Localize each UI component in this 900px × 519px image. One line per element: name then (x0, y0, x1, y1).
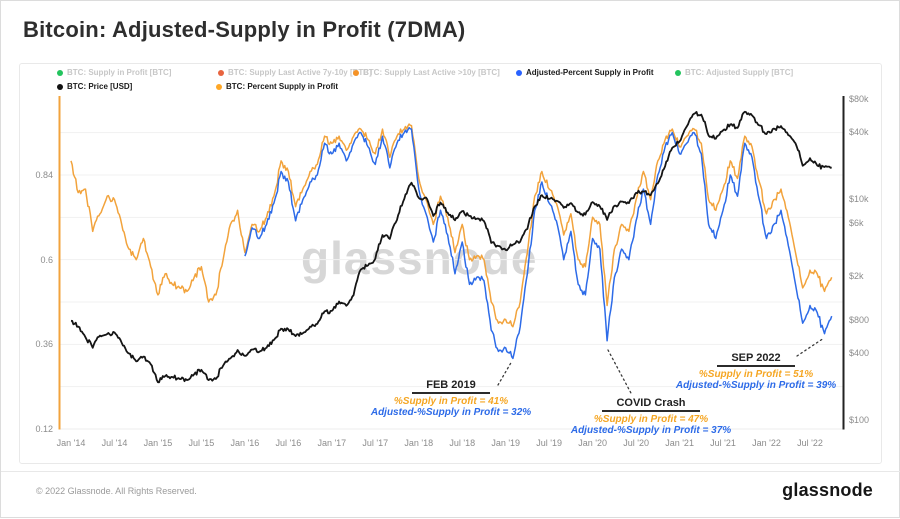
x-axis-tick: Jan '22 (752, 438, 781, 448)
x-axis-tick: Jan '18 (404, 438, 434, 448)
annotation-title: COVID Crash (602, 397, 700, 412)
annotation-feb-2019: FEB 2019 %Supply in Profit = 41% Adjuste… (339, 375, 563, 418)
x-axis-tick: Jul '17 (362, 438, 389, 448)
x-axis-tick: Jan '16 (230, 438, 260, 448)
page-title: Bitcoin: Adjusted-Supply in Profit (7DMA… (23, 17, 466, 42)
series-price-line (70, 110, 832, 384)
series-adjusted-percent-line (244, 126, 833, 360)
footer-divider (1, 471, 900, 472)
annotation-connector (497, 360, 513, 386)
chart-card (19, 63, 882, 464)
legend-dot-icon (218, 69, 224, 76)
left-axis-tick: 0.12 (35, 424, 53, 434)
legend-label: BTC: Adjusted Supply [BTC] (685, 68, 794, 77)
x-axis-tick: Jan '17 (317, 438, 347, 448)
x-axis-tick: Jan '15 (143, 438, 173, 448)
legend-item[interactable]: BTC: Supply in Profit [BTC] (57, 68, 171, 77)
right-axis-tick: $2k (849, 271, 864, 282)
right-axis-tick: $40k (849, 127, 869, 138)
legend-item[interactable]: BTC: Price [USD] (57, 82, 132, 91)
right-axis-tick: $100 (849, 415, 870, 426)
right-axis-tick: $80k (849, 93, 869, 104)
annotation-supply-value: %Supply in Profit = 47% (593, 414, 709, 425)
right-axis-tick: $6k (849, 218, 864, 229)
x-axis-tick: Jan '19 (491, 438, 521, 448)
annotation-adjusted-value: Adjusted-%Supply in Profit = 39% (675, 380, 837, 391)
x-axis-tick: Jul '14 (101, 438, 128, 448)
annotation-sep-2022: SEP 2022 %Supply in Profit = 51% Adjuste… (644, 348, 868, 391)
x-axis-tick: Jul '18 (449, 438, 476, 448)
legend-dot-icon (216, 83, 222, 90)
x-axis-tick: Jul '19 (536, 438, 563, 448)
legend-item[interactable]: BTC: Supply Last Active >10y [BTC] (353, 68, 500, 77)
annotation-title: FEB 2019 (412, 379, 490, 394)
left-axis-tick: 0.36 (35, 339, 53, 350)
annotation-title: SEP 2022 (717, 352, 795, 367)
x-axis-tick: Jul '22 (797, 438, 823, 448)
left-axis-tick: 0.6 (40, 254, 53, 265)
legend-label: BTC: Supply Last Active 7y-10y [BTC] (228, 68, 372, 77)
right-axis-tick: $10k (849, 193, 869, 204)
annotation-adjusted-value: Adjusted-%Supply in Profit = 32% (370, 407, 532, 418)
series-percent-supply-line (70, 123, 833, 328)
x-axis-tick: Jul '16 (275, 438, 302, 448)
x-axis-tick: Jul '20 (623, 438, 649, 448)
x-axis-tick: Jul '15 (188, 438, 215, 448)
left-axis-tick: 0.84 (35, 169, 53, 180)
legend-label: BTC: Percent Supply in Profit (226, 82, 339, 91)
legend-dot-icon (57, 69, 63, 76)
right-axis-tick: $800 (849, 315, 870, 326)
legend-item[interactable]: BTC: Adjusted Supply [BTC] (675, 68, 793, 77)
right-axis-tick: $400 (849, 348, 870, 359)
glassnode-watermark: glassnode (301, 232, 538, 284)
legend-dot-icon (57, 83, 63, 90)
legend-label: Adjusted-Percent Supply in Profit (526, 68, 654, 77)
legend-dot-icon (675, 69, 681, 76)
legend-label: BTC: Price [USD] (67, 82, 133, 91)
legend-dot-icon (353, 69, 359, 76)
glassnode-logo: glassnode (782, 480, 873, 500)
x-axis-tick: Jul '21 (710, 438, 736, 448)
annotation-connector (607, 349, 633, 396)
legend-dot-icon (516, 69, 522, 76)
annotation-supply-value: %Supply in Profit = 51% (698, 369, 814, 380)
copyright-text: © 2022 Glassnode. All Rights Reserved. (36, 486, 197, 496)
annotation-connector (796, 337, 825, 357)
annotation-adjusted-value: Adjusted-%Supply in Profit = 37% (570, 425, 732, 436)
x-axis-tick: Jan '20 (578, 438, 607, 448)
legend-item[interactable]: BTC: Percent Supply in Profit (216, 82, 338, 91)
x-axis-tick: Jan '14 (56, 438, 86, 448)
annotation-supply-value: %Supply in Profit = 41% (393, 396, 509, 407)
legend-label: BTC: Supply in Profit [BTC] (67, 68, 172, 77)
legend-item[interactable]: Adjusted-Percent Supply in Profit (516, 68, 654, 77)
annotation-covid-crash: COVID Crash %Supply in Profit = 47% Adju… (539, 393, 763, 436)
legend-label: BTC: Supply Last Active >10y [BTC] (363, 68, 500, 77)
legend-item[interactable]: BTC: Supply Last Active 7y-10y [BTC] (218, 68, 372, 77)
x-axis-tick: Jan '21 (665, 438, 694, 448)
